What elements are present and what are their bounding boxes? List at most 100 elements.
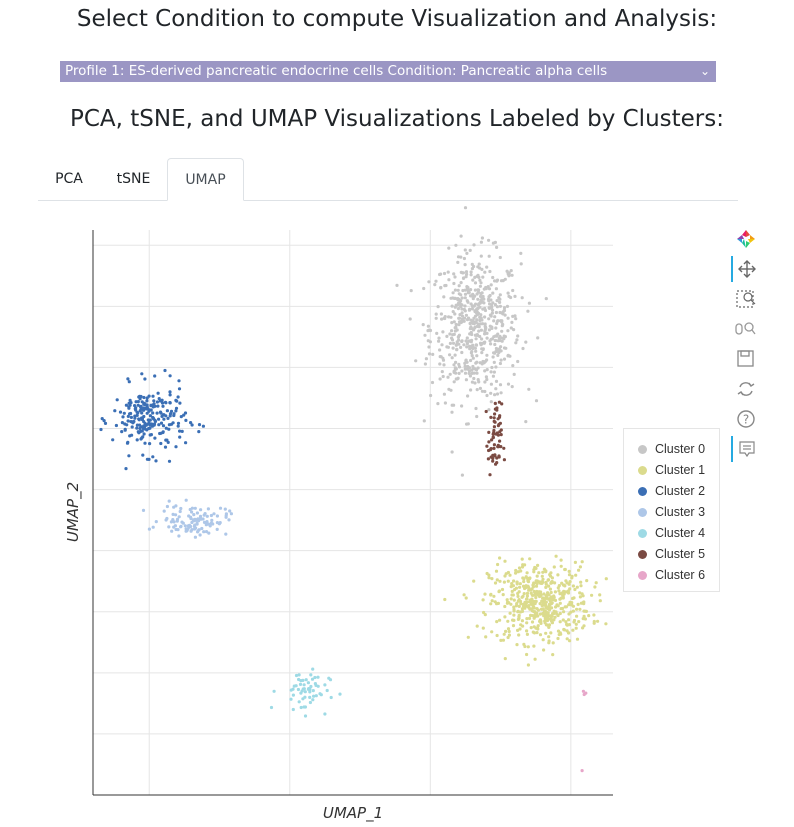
data-point bbox=[579, 601, 584, 605]
data-point bbox=[533, 657, 537, 661]
data-point bbox=[551, 612, 555, 616]
save-icon[interactable] bbox=[731, 346, 761, 372]
data-point bbox=[464, 313, 468, 317]
legend-item-cluster-4[interactable]: Cluster 4 bbox=[638, 524, 705, 542]
box-zoom-icon[interactable] bbox=[731, 286, 761, 312]
data-point bbox=[522, 592, 526, 596]
data-point bbox=[519, 251, 523, 255]
data-point bbox=[518, 627, 522, 631]
data-point bbox=[159, 441, 163, 446]
data-point bbox=[153, 436, 157, 440]
data-point bbox=[505, 269, 509, 273]
condition-select[interactable]: Profile 1: ES-derived pancreatic endocri… bbox=[60, 61, 716, 82]
series-cluster-5 bbox=[484, 400, 506, 477]
legend-item-cluster-0[interactable]: Cluster 0 bbox=[638, 440, 705, 458]
data-point bbox=[167, 525, 171, 529]
data-point bbox=[497, 454, 501, 458]
data-point bbox=[506, 627, 511, 631]
data-point bbox=[113, 409, 117, 413]
data-point bbox=[169, 409, 174, 413]
data-point bbox=[197, 423, 202, 427]
data-point bbox=[490, 308, 495, 312]
x-axis-title: UMAP_1 bbox=[323, 804, 383, 823]
data-point bbox=[168, 401, 172, 405]
data-point bbox=[604, 577, 608, 581]
data-point bbox=[311, 667, 315, 671]
data-point bbox=[482, 610, 486, 615]
data-point bbox=[463, 292, 468, 296]
data-point bbox=[460, 303, 464, 307]
data-point bbox=[520, 619, 525, 623]
data-point bbox=[449, 315, 453, 319]
data-point bbox=[542, 609, 547, 614]
data-point bbox=[531, 593, 535, 597]
data-point bbox=[470, 371, 474, 375]
wheel-zoom-icon[interactable] bbox=[731, 316, 761, 342]
data-point bbox=[487, 430, 491, 434]
data-point bbox=[512, 605, 516, 609]
data-point bbox=[180, 429, 184, 433]
pan-icon[interactable] bbox=[731, 256, 761, 282]
data-point bbox=[151, 394, 155, 398]
data-point bbox=[470, 267, 474, 271]
bokeh-logo-icon[interactable] bbox=[731, 226, 761, 252]
data-point bbox=[570, 576, 574, 580]
legend-item-cluster-1[interactable]: Cluster 1 bbox=[638, 461, 705, 479]
data-point bbox=[155, 400, 159, 404]
data-point bbox=[470, 354, 474, 358]
data-point bbox=[535, 581, 539, 586]
data-point bbox=[127, 406, 131, 410]
data-point bbox=[162, 417, 166, 421]
data-point bbox=[496, 332, 500, 336]
data-point bbox=[456, 376, 460, 380]
data-point bbox=[459, 234, 463, 238]
tab-pca[interactable]: PCA bbox=[55, 171, 83, 187]
data-point bbox=[493, 401, 497, 405]
data-point bbox=[483, 369, 487, 373]
tab-umap[interactable]: UMAP bbox=[167, 158, 244, 201]
data-point bbox=[474, 361, 478, 365]
data-point bbox=[539, 621, 543, 626]
data-point bbox=[427, 352, 432, 356]
data-point bbox=[467, 371, 471, 375]
data-point bbox=[138, 429, 143, 434]
data-point bbox=[492, 416, 496, 420]
data-point bbox=[582, 624, 586, 628]
data-point bbox=[483, 315, 487, 319]
data-point bbox=[491, 355, 495, 359]
data-point bbox=[493, 240, 497, 244]
data-point bbox=[479, 240, 483, 244]
hover-icon[interactable] bbox=[731, 436, 761, 462]
data-point bbox=[201, 424, 205, 428]
data-point bbox=[178, 509, 182, 514]
data-point bbox=[478, 315, 482, 319]
data-point bbox=[447, 315, 451, 319]
data-point bbox=[472, 243, 476, 247]
legend-item-cluster-5[interactable]: Cluster 5 bbox=[638, 545, 705, 563]
tab-tsne[interactable]: tSNE bbox=[116, 171, 151, 187]
data-point bbox=[522, 579, 526, 584]
data-point bbox=[323, 683, 327, 687]
data-point bbox=[196, 529, 200, 533]
data-point bbox=[168, 390, 172, 394]
data-point bbox=[511, 288, 515, 293]
data-point bbox=[572, 618, 577, 623]
data-point bbox=[563, 567, 567, 572]
data-point bbox=[488, 313, 492, 317]
data-point bbox=[269, 705, 274, 710]
data-point bbox=[456, 307, 460, 311]
legend-swatch bbox=[638, 550, 647, 559]
data-point bbox=[517, 615, 521, 619]
help-icon[interactable]: ? bbox=[731, 406, 761, 432]
reset-icon[interactable] bbox=[731, 376, 761, 402]
data-point bbox=[180, 520, 184, 524]
data-point bbox=[325, 688, 329, 693]
data-point bbox=[174, 398, 178, 402]
legend-item-cluster-2[interactable]: Cluster 2 bbox=[638, 482, 705, 500]
data-point bbox=[472, 376, 476, 381]
data-point bbox=[525, 621, 529, 625]
legend-item-cluster-6[interactable]: Cluster 6 bbox=[638, 566, 705, 584]
data-point bbox=[148, 426, 152, 430]
legend-item-cluster-3[interactable]: Cluster 3 bbox=[638, 503, 705, 521]
